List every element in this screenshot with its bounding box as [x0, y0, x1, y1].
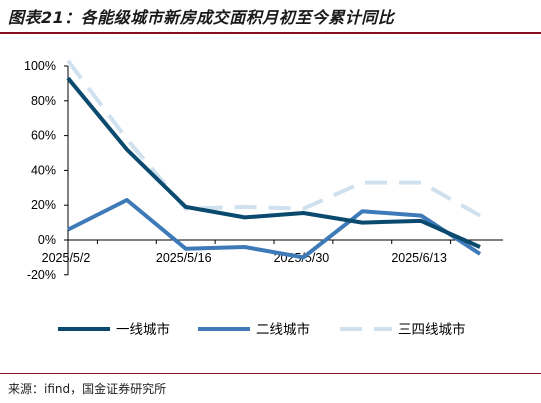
y-tick-label: 40% — [31, 163, 56, 177]
legend: 一线城市 二线城市 三四线城市 — [58, 321, 466, 337]
y-tick-label: -20% — [27, 268, 56, 282]
legend-label-3: 三四线城市 — [398, 321, 466, 337]
y-tick-label: 60% — [31, 129, 56, 143]
chart-title: 图表21：各能级城市新房成交面积月初至今累计同比 — [8, 8, 395, 27]
footer-divider — [0, 373, 541, 374]
legend-label-1: 一线城市 — [116, 321, 170, 337]
x-axis-tick-labels: 2025/5/2 2025/5/16 2025/5/30 2025/6/13 — [42, 251, 447, 265]
y-tick-label: 0% — [38, 233, 56, 247]
series-line-2 — [67, 198, 482, 260]
x-tick-label: 2025/5/2 — [42, 251, 91, 265]
series-lines — [66, 59, 482, 260]
series-line-3 — [66, 59, 481, 218]
x-tick-label: 2025/5/16 — [156, 251, 212, 265]
x-tick-label: 2025/6/13 — [391, 251, 447, 265]
title-divider — [0, 32, 541, 34]
y-tick-label: 20% — [31, 198, 56, 212]
series-line-1 — [66, 76, 481, 249]
legend-label-2: 二线城市 — [256, 321, 310, 337]
y-axis-tick-labels: 100% 80% 60% 40% 20% 0% -20% — [24, 59, 56, 282]
source-note: 来源：ifind，国金证券研究所 — [8, 382, 167, 396]
y-tick-label: 100% — [24, 59, 56, 73]
chart-axes — [64, 65, 503, 276]
y-tick-label: 80% — [31, 94, 56, 108]
